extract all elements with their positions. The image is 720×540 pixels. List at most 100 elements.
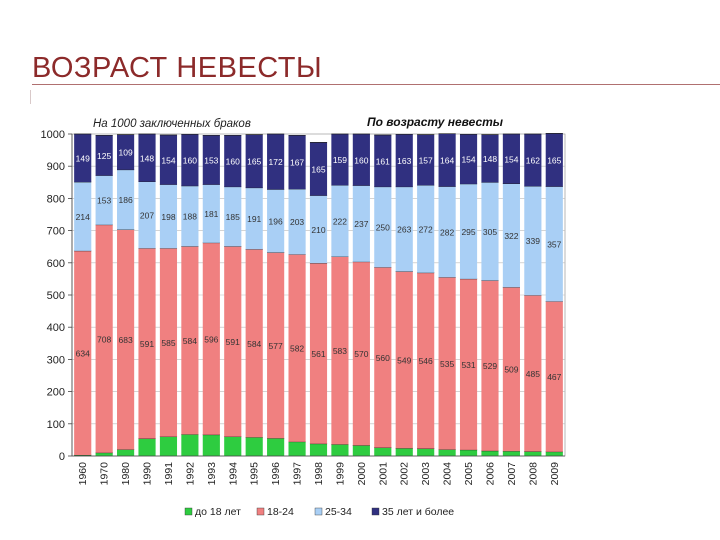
bar-1990-s2 [138, 181, 156, 249]
data-label-2000-s2: 237 [354, 219, 368, 229]
bar-1994-s2 [224, 186, 242, 247]
bar-1992-s3 [181, 134, 199, 186]
bar-1996-s2 [267, 189, 285, 253]
bar-2009-s1 [545, 301, 563, 452]
bar-1990-s1 [138, 248, 156, 439]
y-tick-label: 0 [59, 451, 65, 463]
legend: до 18 лет 18-24 25-34 35 лет и более [184, 506, 454, 518]
data-label-1997-s1: 582 [290, 344, 304, 354]
data-label-1980-s2: 186 [118, 195, 132, 205]
bar-1980-s2 [117, 169, 135, 230]
bar-1997-s2 [288, 189, 306, 255]
bar-2003-s3 [417, 134, 435, 186]
data-label-1999-s1: 583 [333, 346, 347, 356]
bar-1997-s0 [288, 441, 306, 456]
x-tick-label: 1990 [142, 462, 154, 486]
bar-2009-s3 [545, 133, 563, 187]
y-tick-label: 1000 [41, 129, 65, 141]
bar-1980-s1 [117, 229, 135, 450]
x-tick-label: 2003 [420, 462, 432, 486]
data-label-1992-s2: 188 [183, 212, 197, 222]
bar-1997-s1 [288, 254, 306, 442]
data-label-2002-s2: 263 [397, 225, 411, 235]
data-labels: 634 214 149 708 153 125 683 186 109 591 207 148 585 1… [76, 148, 562, 382]
y-tick-label: 700 [47, 226, 65, 238]
data-label-2000-s1: 570 [354, 349, 368, 359]
bar-2001-s1 [374, 267, 392, 448]
x-tick-label: 2002 [399, 462, 411, 486]
bar-2004-s2 [438, 186, 456, 278]
bar-1995-s3 [245, 134, 263, 188]
data-label-2006-s3: 148 [483, 154, 497, 164]
bar-2004-s1 [438, 277, 456, 450]
bar-1994-s0 [224, 436, 242, 456]
bar-2004-s0 [438, 449, 456, 456]
bar-1993-s0 [202, 434, 220, 456]
bar-2001-s3 [374, 134, 392, 187]
bar-2003-s0 [417, 448, 435, 456]
x-tick-label: 2001 [377, 462, 389, 486]
bar-1998-s2 [309, 195, 328, 264]
data-label-1970-s1: 708 [97, 334, 111, 344]
bar-1993-s3 [202, 135, 220, 185]
data-label-2006-s2: 305 [483, 227, 497, 237]
x-tick-label: 1980 [120, 462, 132, 486]
data-label-1997-s3: 167 [290, 158, 304, 168]
data-label-2001-s3: 161 [376, 156, 390, 166]
data-label-2005-s3: 154 [461, 155, 475, 165]
x-tick-label: 1993 [206, 462, 218, 486]
bar-1997-s3 [288, 135, 306, 190]
chart-title: По возрасту невесты [367, 115, 504, 129]
bar-1970-s2 [95, 175, 113, 225]
bars [74, 133, 563, 456]
x-tick-label: 1970 [99, 462, 111, 486]
bar-2000-s2 [352, 185, 370, 262]
bar-2007-s1 [502, 287, 520, 452]
data-label-1995-s1: 584 [247, 339, 261, 349]
data-label-1990-s3: 148 [140, 153, 154, 163]
legend-item: 18-24 [267, 506, 294, 518]
data-label-1998-s1: 561 [311, 349, 325, 359]
x-tick-label: 2009 [549, 462, 561, 486]
bar-2005-s3 [459, 134, 478, 184]
bar-1970-s1 [95, 224, 113, 453]
bar-1990-s0 [138, 438, 156, 456]
x-tick-label: 1992 [184, 462, 196, 486]
x-tick-label: 2005 [463, 462, 475, 486]
bar-2003-s2 [417, 185, 435, 273]
bar-1980-s3 [117, 134, 135, 170]
bar-2005-s2 [459, 183, 478, 279]
bar-1999-s1 [331, 256, 349, 445]
bar-1999-s3 [331, 134, 349, 186]
bar-2008-s2 [524, 186, 542, 296]
bar-2006-s2 [481, 182, 499, 281]
data-label-2008-s1: 485 [526, 369, 540, 379]
bar-1991-s3 [159, 134, 178, 185]
x-tick-label: 1960 [77, 462, 89, 486]
bar-2007-s0 [502, 451, 520, 456]
data-label-2009-s1: 467 [547, 372, 561, 382]
data-label-2004-s2: 282 [440, 227, 454, 237]
x-tick-label: 1991 [163, 462, 175, 486]
data-label-1991-s1: 585 [161, 338, 175, 348]
bar-1993-s1 [202, 242, 220, 435]
bar-1994-s3 [224, 135, 242, 187]
data-label-2001-s2: 250 [376, 223, 390, 233]
bar-1995-s1 [245, 249, 263, 438]
data-label-2003-s2: 272 [419, 224, 433, 234]
bar-1996-s1 [267, 252, 285, 439]
bar-1960-s2 [74, 181, 92, 251]
bar-1998-s0 [309, 443, 328, 456]
data-label-1980-s3: 109 [118, 148, 132, 158]
bar-2000-s1 [352, 261, 370, 446]
slide-title: ВОЗРАСТ НЕВЕСТЫ [32, 52, 323, 84]
x-tick-label: 1997 [292, 462, 304, 486]
bar-1960-s0 [74, 455, 92, 456]
x-tick-label: 2008 [527, 462, 539, 486]
bar-1960-s1 [74, 250, 92, 456]
y-tick-label: 400 [47, 322, 65, 334]
y-tick-label: 100 [47, 419, 65, 431]
data-label-2005-s2: 295 [461, 227, 475, 237]
stacked-bar-chart: 634 214 149 708 153 125 683 186 109 591 207 148 585 1… [41, 115, 566, 518]
data-label-1996-s2: 196 [269, 216, 283, 226]
